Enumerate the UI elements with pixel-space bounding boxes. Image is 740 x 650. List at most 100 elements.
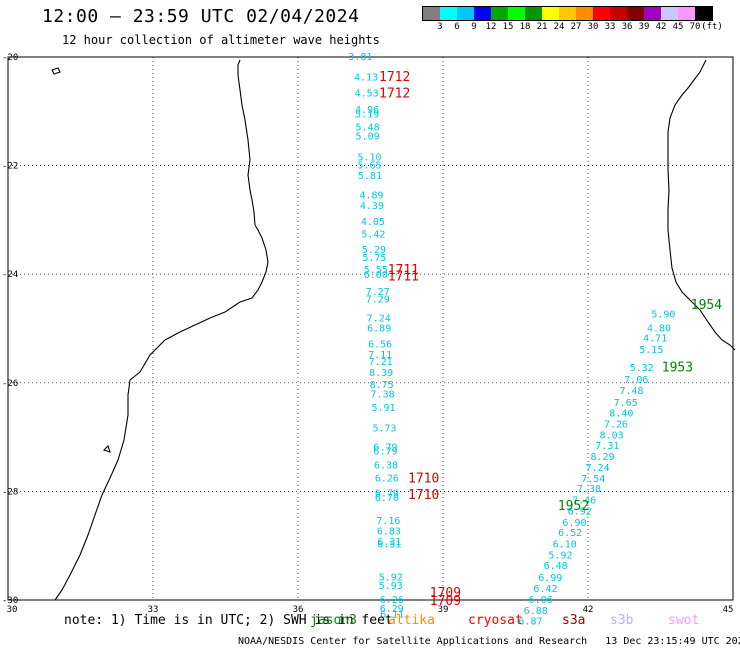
wave-height-label: 7.38 <box>577 484 601 495</box>
wave-height-label: 4.53 <box>355 88 379 99</box>
wave-height-label: 4.71 <box>643 334 667 345</box>
wave-height-label: 7.48 <box>619 386 643 397</box>
wave-height-label: 5.09 <box>356 132 380 143</box>
pass-time-label: 1711 <box>388 269 419 284</box>
altimeter-tracks: 3.81 4.13 4.53 4.965.19 5.485.09 5.105.655.81… <box>348 52 675 628</box>
colorbar-label: 45 <box>672 22 684 32</box>
latitude-tick-label: -24 <box>2 270 18 280</box>
wave-height-label: 4.13 <box>354 73 378 84</box>
wave-height-label: 5.42 <box>361 229 385 240</box>
wave-height-label: 6.06 <box>529 595 553 606</box>
colorbar-swatch <box>593 7 610 20</box>
wave-height-label: 4.80 <box>647 323 671 334</box>
wave-height-label: 7.21 <box>369 357 393 368</box>
wave-height-label: 5.73 <box>372 423 396 434</box>
latitude-tick-label: -26 <box>2 379 18 389</box>
wave-height-label: 5.55 <box>364 265 388 276</box>
wave-height-label: 7.11 <box>368 350 392 361</box>
wave-height-label: 3.81 <box>348 52 372 63</box>
wave-height-label: 7.31 <box>595 441 619 452</box>
latitude-tick-label: -20 <box>2 53 18 63</box>
colorbar-label: 27 <box>570 22 582 32</box>
wave-height-label: 4.89 <box>359 190 383 201</box>
wave-height-label: 7.24 <box>367 314 391 325</box>
wave-height-label: 7.16 <box>376 516 400 527</box>
wave-height-label: 6.79 <box>373 447 397 458</box>
colorbar-label: 21 <box>536 22 548 32</box>
wave-height-label: 6.42 <box>533 584 557 595</box>
pass-time-label: 1712 <box>379 70 410 85</box>
wave-height-label: 6.48 <box>544 561 568 572</box>
pass-time-label: 1954 <box>691 298 722 313</box>
colorbar-swatch <box>440 7 457 20</box>
colorbar-label: 39 <box>638 22 650 32</box>
satellite-s3b: s3b <box>610 613 634 628</box>
colorbar-label: 36 <box>621 22 633 32</box>
wave-height-label: 5.48 <box>356 123 380 134</box>
satellite-swot: swot <box>668 613 700 628</box>
footer-credit: NOAA/NESDIS Center for Satellite Applica… <box>238 636 740 647</box>
colorbar-swatch <box>559 7 576 20</box>
satellite-cryosat: cryosat <box>468 613 523 628</box>
longitude-tick-label: 33 <box>148 605 159 615</box>
map-title: 12:00 – 23:59 UTC 02/04/2024 <box>42 6 360 27</box>
coastline <box>51 59 736 601</box>
wave-height-label: 7.38 <box>371 390 395 401</box>
wave-height-label: 6.38 <box>374 460 398 471</box>
longitude-tick-label: 45 <box>723 605 734 615</box>
wave-height-label: 8.03 <box>600 430 624 441</box>
longitude-tick-label: 39 <box>438 605 449 615</box>
colorbar-label: 15 <box>502 22 514 32</box>
track-time-labels: 1712171217111711171017101709170919541953… <box>379 70 722 609</box>
colorbar-label: 6 <box>454 22 460 32</box>
pass-time-label: 1709 <box>430 594 461 609</box>
latitude-tick-label: -22 <box>2 162 18 172</box>
wave-height-label: 6.79 <box>375 488 399 499</box>
colorbar-swatch <box>457 7 474 20</box>
wave-height-label: 8.75 <box>370 380 394 391</box>
wave-height-label: 7.06 <box>624 375 648 386</box>
wave-height-label: 6.90 <box>562 518 586 529</box>
coastal-island-2 <box>102 444 111 453</box>
pass-time-label: 1710 <box>408 471 439 486</box>
wave-height-label: 5.15 <box>639 345 663 356</box>
wave-height-label: 6.92 <box>568 506 592 517</box>
pass-time-label: 1712 <box>379 86 410 101</box>
wave-height-label: 6.26 <box>375 473 399 484</box>
colorbar-swatch <box>576 7 593 20</box>
pass-time-label: 1711 <box>388 263 419 278</box>
colorbar-label: 42 <box>655 22 667 32</box>
colorbar-swatch <box>627 7 644 20</box>
wave-height-label: 7.26 <box>604 420 628 431</box>
wave-height-label: 4.96 <box>355 105 379 116</box>
wave-height-label: 7.29 <box>366 295 390 306</box>
satellite-altika: altika <box>388 613 435 628</box>
pass-time-label: 1710 <box>408 488 439 503</box>
wave-height-label: 6.51 <box>377 540 401 551</box>
wave-height-label: 6.10 <box>553 540 577 551</box>
wave-height-label: 6.52 <box>558 528 582 539</box>
wave-height-label: 7.24 <box>586 463 610 474</box>
satellite-jason3: jason3 <box>310 613 357 628</box>
coastal-island-1 <box>51 67 61 75</box>
note-text: note: 1) Time is in UTC; 2) SWH is in fe… <box>64 613 393 628</box>
colorbar-swatch <box>474 7 491 20</box>
wave-height-label: 6.56 <box>368 340 392 351</box>
colorbar-swatch <box>491 7 508 20</box>
wave-height-label: 5.90 <box>651 309 675 320</box>
colorbar-label: 24 <box>553 22 565 32</box>
wave-height-label: 6.88 <box>524 606 548 617</box>
colorbar-swatch <box>610 7 627 20</box>
wave-height-label: 4.05 <box>361 217 385 228</box>
wave-height-label: 5.29 <box>362 245 386 256</box>
wave-height-label: 6.83 <box>377 526 401 537</box>
wave-height-label: 6.26 <box>380 595 404 606</box>
wave-height-label: 5.19 <box>355 109 379 120</box>
wave-height-label: 5.65 <box>357 161 381 172</box>
axis-tick-labels: 30 33 36 39 42 45 -20 -22 -24 -26 -28 -30 <box>2 53 733 615</box>
wave-height-label: 5.92 <box>548 550 572 561</box>
wave-height-label: 7.54 <box>581 474 605 485</box>
wave-height-colorbar <box>422 6 713 21</box>
colorbar-label: 18 <box>519 22 531 32</box>
